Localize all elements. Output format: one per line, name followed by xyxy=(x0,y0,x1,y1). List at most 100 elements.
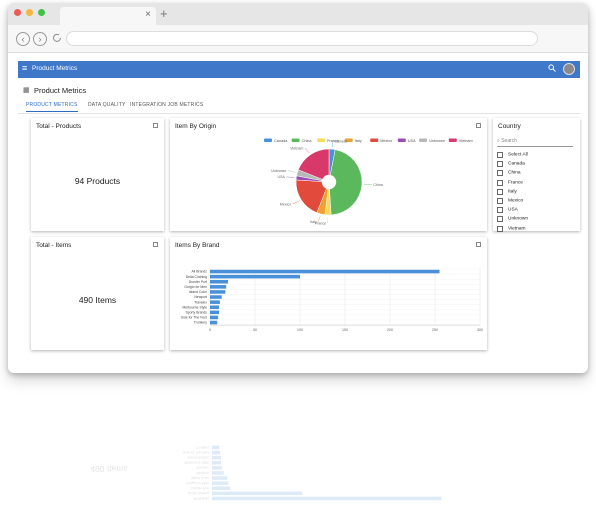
close-window-dot[interactable] xyxy=(14,9,21,16)
bar[interactable] xyxy=(210,305,219,310)
pie-slice[interactable] xyxy=(297,148,330,180)
legend-item[interactable]: Unknown xyxy=(419,138,445,144)
card-title: Total - Products xyxy=(36,123,82,130)
bar[interactable] xyxy=(212,460,221,465)
country-checkbox[interactable] xyxy=(497,152,503,158)
legend-item[interactable]: France xyxy=(317,138,339,144)
address-bar[interactable] xyxy=(66,31,538,46)
pie-leader-line xyxy=(318,215,321,222)
bar[interactable] xyxy=(212,455,221,460)
legend-label: Italy xyxy=(355,139,362,143)
forward-icon[interactable]: › xyxy=(33,32,47,46)
country-option[interactable]: USA xyxy=(497,207,518,215)
category-label: Newport xyxy=(196,471,209,475)
bar[interactable] xyxy=(212,466,222,470)
country-checkbox[interactable] xyxy=(497,161,503,168)
expand-icon[interactable] xyxy=(153,123,158,128)
country-option[interactable]: Vietnam xyxy=(497,225,526,234)
country-checkbox[interactable] xyxy=(497,207,503,214)
legend-item[interactable]: Mexico xyxy=(370,138,392,144)
category-label: Island Color xyxy=(189,290,208,294)
browser-tab[interactable]: × xyxy=(60,7,156,25)
legend-label: Unknown xyxy=(429,139,445,143)
category-label: Ali Brandz xyxy=(194,496,210,500)
tab-data-quality[interactable]: DATA QUALITY xyxy=(88,102,126,108)
bar[interactable] xyxy=(212,445,220,450)
expand-icon[interactable] xyxy=(153,242,158,247)
tab-product-metrics[interactable]: PRODUCT METRICS xyxy=(26,102,78,112)
legend-item[interactable]: China xyxy=(291,138,313,144)
legend-item[interactable]: Canada xyxy=(264,138,288,144)
country-checkbox[interactable] xyxy=(497,179,503,186)
bar[interactable] xyxy=(210,310,219,315)
bar[interactable] xyxy=(210,320,218,325)
legend-label: China xyxy=(302,139,313,143)
category-label: Dunder Port xyxy=(189,280,207,284)
pie-slice-label: Italy xyxy=(310,220,317,224)
legend-item[interactable]: USA xyxy=(397,138,416,144)
maximize-window-dot[interactable] xyxy=(38,9,45,16)
bar[interactable] xyxy=(210,274,300,279)
pie-slice[interactable] xyxy=(329,149,363,216)
x-tick-label: 150 xyxy=(342,328,348,332)
tab-close-icon[interactable]: × xyxy=(145,9,151,20)
legend-swatch xyxy=(448,138,457,142)
back-icon[interactable]: ‹ xyxy=(16,32,30,46)
bar[interactable] xyxy=(212,481,229,485)
category-label: Gorgio for Men xyxy=(186,481,209,485)
bar[interactable] xyxy=(210,290,226,294)
country-checkbox[interactable] xyxy=(497,216,503,223)
country-option-label: Vietnam xyxy=(508,226,526,232)
bar[interactable] xyxy=(212,471,224,475)
bar[interactable] xyxy=(212,486,230,491)
total-items-value: 490 Items xyxy=(78,295,117,305)
legend-item[interactable]: Italy xyxy=(344,138,362,144)
country-filter-card: Country ⌕ Search Select All Canada China Fr… xyxy=(493,118,580,234)
country-option[interactable]: Select All xyxy=(497,152,528,160)
bar[interactable] xyxy=(210,300,220,304)
card-title: Country xyxy=(498,123,521,130)
country-option[interactable]: France xyxy=(497,179,523,188)
bar[interactable] xyxy=(210,295,222,299)
legend-item[interactable]: Vietnam xyxy=(448,138,473,144)
bar[interactable] xyxy=(210,279,228,284)
minimize-window-dot[interactable] xyxy=(26,9,33,16)
browser-window: × + ‹ › ≡ Product Metrics ▦ Product Metr… xyxy=(8,3,588,373)
legend-label: Canada xyxy=(274,139,288,143)
app-title: Product Metrics xyxy=(32,65,78,72)
country-checkbox[interactable] xyxy=(497,198,503,204)
country-option[interactable]: Mexico xyxy=(497,198,523,206)
country-option[interactable]: Canada xyxy=(497,161,525,169)
search-icon[interactable] xyxy=(548,64,556,74)
bar[interactable] xyxy=(212,450,221,455)
new-tab-icon[interactable]: + xyxy=(160,6,168,21)
hamburger-menu-icon[interactable]: ≡ xyxy=(22,63,28,73)
expand-icon[interactable] xyxy=(476,123,481,128)
country-option[interactable]: Italy xyxy=(497,188,517,197)
pie-slice-label: USA xyxy=(277,175,285,179)
category-label: Travelex xyxy=(194,300,207,304)
pie-slice[interactable] xyxy=(295,179,327,214)
country-checkbox[interactable] xyxy=(497,188,503,195)
reload-icon[interactable] xyxy=(50,32,64,46)
expand-icon[interactable] xyxy=(476,242,481,247)
bar[interactable] xyxy=(212,476,228,480)
category-label: Dunder Port xyxy=(191,486,209,490)
country-checkbox[interactable] xyxy=(497,170,503,177)
tab-integration-job-metrics[interactable]: INTEGRATION JOB METRICS xyxy=(130,102,204,108)
bar[interactable] xyxy=(210,315,219,320)
country-option[interactable]: China xyxy=(497,170,521,178)
bar[interactable] xyxy=(210,269,440,274)
country-option[interactable]: Unknown xyxy=(497,216,528,224)
user-avatar[interactable] xyxy=(563,63,575,75)
category-label: Delta Clothing xyxy=(188,491,209,495)
bar[interactable] xyxy=(212,491,302,496)
country-option-label: Canada xyxy=(508,161,525,167)
category-label: Delta Clothing xyxy=(186,275,207,279)
country-checkbox[interactable] xyxy=(497,225,503,232)
bar[interactable] xyxy=(210,285,227,289)
x-tick-label: 100 xyxy=(297,328,303,332)
country-search-input[interactable]: ⌕ Search xyxy=(497,138,573,147)
bar[interactable] xyxy=(212,496,442,501)
